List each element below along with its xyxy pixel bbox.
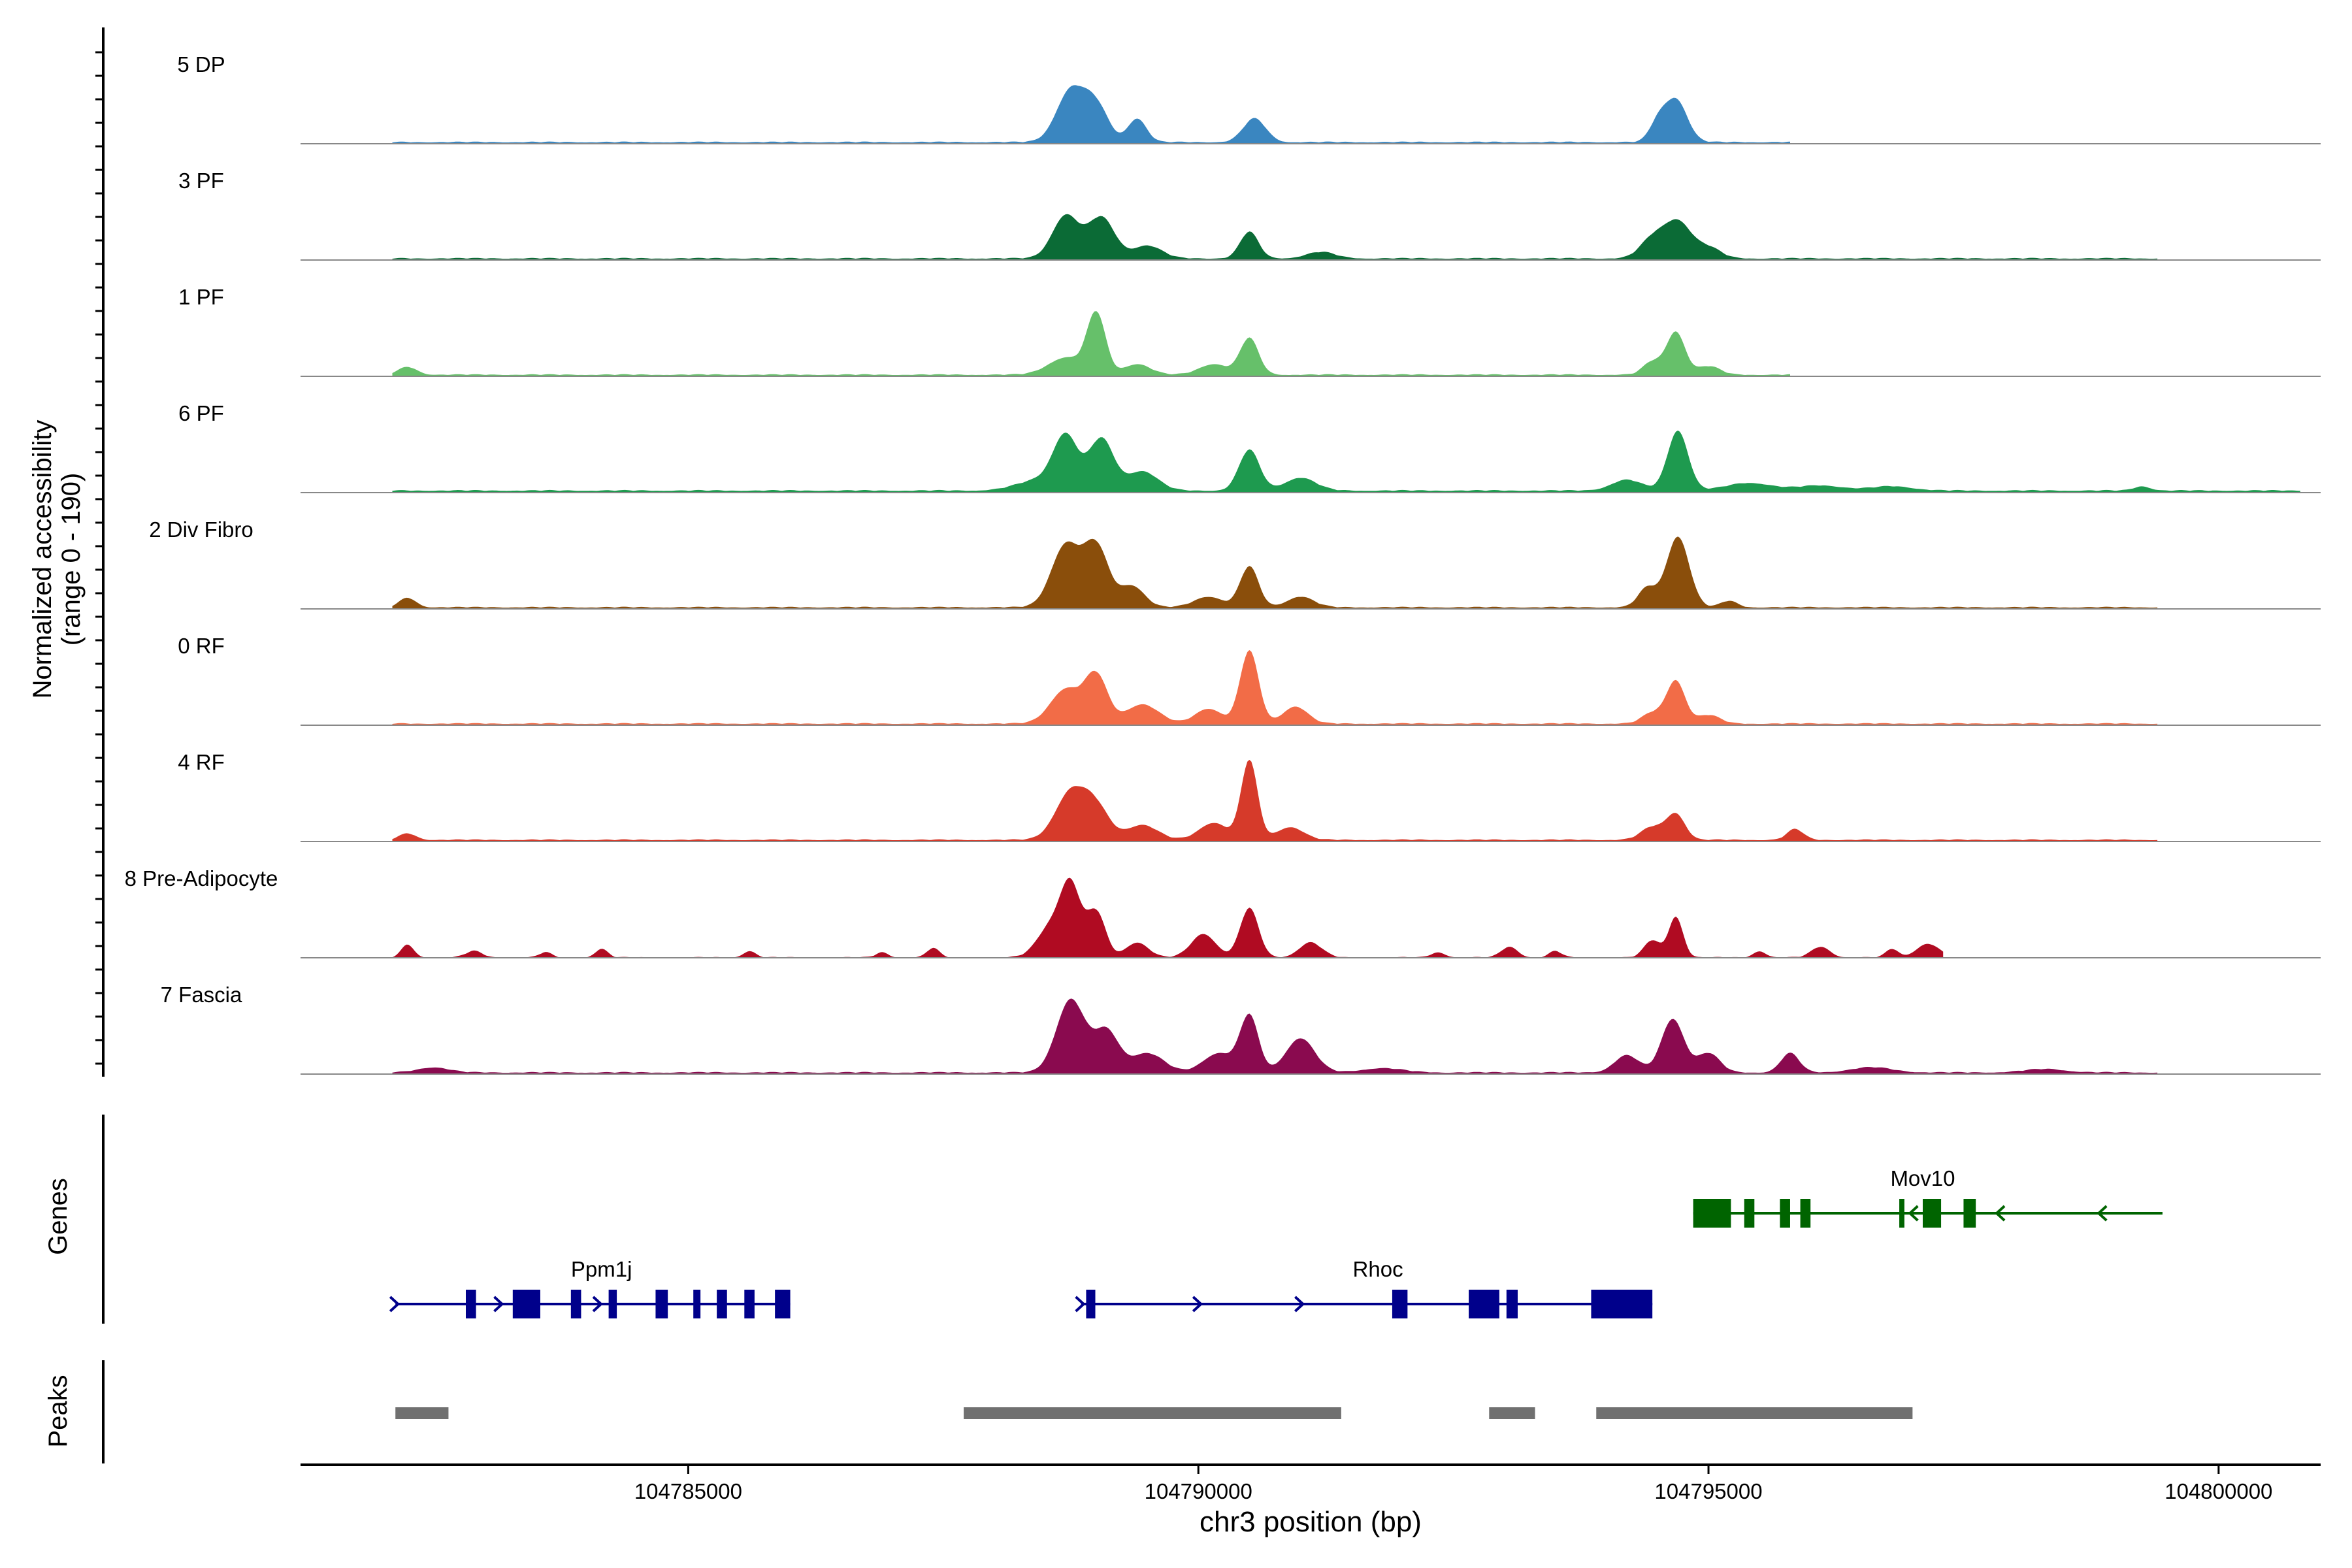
x-tick-label: 104800000	[2164, 1479, 2272, 1503]
coverage-tracks: 5 DP 3 PF 1 PF 6 PF 2 Div Fibro 0 RF 4 RF 8 Pre…	[125, 52, 2321, 1075]
gene-exon	[465, 1290, 476, 1318]
gene-exon	[744, 1290, 755, 1318]
track-label: 5 DP	[177, 52, 225, 76]
gene-label: Rhoc	[1353, 1257, 1403, 1281]
strand-arrow	[592, 1296, 603, 1313]
strand-arrow	[1192, 1296, 1203, 1313]
gene-exon	[717, 1290, 727, 1318]
gene-track: Ppm1j Rhoc Mov10	[389, 1166, 2163, 1318]
gene-exon	[1086, 1290, 1096, 1318]
gene-exon	[1469, 1290, 1499, 1318]
track-label: 4 RF	[178, 750, 225, 774]
gene-exon	[1591, 1290, 1653, 1318]
track-8-pre-adipocyte: 8 Pre-Adipocyte	[125, 866, 2321, 958]
y-axis-label-line1: Normalized accessibility	[28, 420, 57, 699]
strand-arrow	[1075, 1296, 1086, 1313]
coverage-area	[392, 998, 2158, 1074]
coverage-area	[392, 536, 2158, 609]
coverage-area	[392, 431, 2300, 493]
strand-arrow	[1294, 1296, 1305, 1313]
track-1-pf: 1 PF	[178, 285, 2321, 377]
x-tick-label: 104790000	[1145, 1479, 1252, 1503]
peak-region	[1596, 1407, 1913, 1419]
gene-exon	[1922, 1199, 1942, 1228]
x-axis-ticks: 104785000 104790000 104795000 104800000	[634, 1465, 2272, 1503]
coverage-area	[392, 85, 1790, 144]
peak-track	[395, 1407, 1913, 1419]
strand-arrow	[493, 1296, 504, 1313]
gene-exon	[1392, 1290, 1408, 1318]
peak-region	[1489, 1407, 1535, 1419]
track-0-rf: 0 RF	[178, 634, 2321, 726]
gene-exon	[1506, 1290, 1518, 1318]
track-7-fascia: 7 Fascia	[161, 983, 2321, 1075]
coverage-area	[392, 877, 1944, 958]
gene-exon	[1899, 1199, 1904, 1228]
track-label: 6 PF	[178, 401, 224, 425]
gene-exon	[1744, 1199, 1755, 1228]
gene-label: Mov10	[1890, 1166, 1955, 1190]
track-label: 2 Div Fibro	[149, 517, 253, 542]
gene-rhoc: Rhoc	[1075, 1257, 1653, 1318]
strand-arrow	[389, 1296, 400, 1313]
genes-label: Genes	[44, 1178, 73, 1255]
gene-exon	[775, 1290, 791, 1318]
x-axis-label: chr3 position (bp)	[1200, 1506, 1422, 1538]
x-tick-label: 104785000	[634, 1479, 742, 1503]
gene-exon	[655, 1290, 668, 1318]
track-label: 1 PF	[178, 285, 224, 309]
y-axis-ticks	[95, 51, 103, 1065]
strand-arrow	[1908, 1205, 1919, 1222]
gene-exon	[693, 1290, 701, 1318]
track-label: 3 PF	[178, 169, 224, 193]
gene-exon	[608, 1290, 617, 1318]
strand-arrow	[2097, 1205, 2108, 1222]
coverage-area	[392, 760, 2158, 841]
coverage-area	[392, 214, 2158, 260]
track-2-div-fibro: 2 Div Fibro	[149, 517, 2321, 610]
track-4-rf: 4 RF	[178, 750, 2321, 842]
track-label: 7 Fascia	[161, 983, 242, 1007]
peak-region	[964, 1407, 1341, 1419]
strand-arrow	[1995, 1205, 2006, 1222]
coverage-area	[392, 650, 2158, 725]
gene-ppm1j: Ppm1j	[389, 1257, 791, 1318]
track-label: 8 Pre-Adipocyte	[125, 866, 278, 890]
gene-exon	[570, 1290, 581, 1318]
track-label: 0 RF	[178, 634, 225, 658]
peak-region	[395, 1407, 449, 1419]
gene-exon	[512, 1290, 540, 1318]
track-5-dp: 5 DP	[177, 52, 2321, 144]
x-tick-label: 104795000	[1654, 1479, 1762, 1503]
gene-exon	[1780, 1199, 1790, 1228]
y-axis-label-line2: (range 0 - 190)	[57, 473, 86, 646]
gene-mov10: Mov10	[1693, 1166, 2163, 1228]
y-axis-label: Normalized accessibility (range 0 - 190)	[28, 420, 86, 699]
gene-exon	[1963, 1199, 1976, 1228]
peaks-label: Peaks	[44, 1375, 73, 1447]
track-6-pf: 6 PF	[178, 401, 2321, 493]
gene-exon	[1800, 1199, 1811, 1228]
track-3-pf: 3 PF	[178, 169, 2321, 261]
gene-label: Ppm1j	[571, 1257, 632, 1281]
gene-exon	[1693, 1199, 1731, 1228]
coverage-area	[392, 311, 1790, 376]
